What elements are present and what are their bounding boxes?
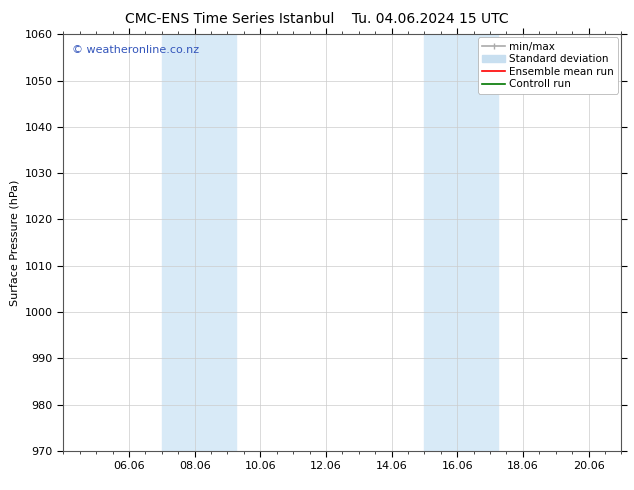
Bar <box>162 34 236 451</box>
Y-axis label: Surface Pressure (hPa): Surface Pressure (hPa) <box>10 179 19 306</box>
Text: © weatheronline.co.nz: © weatheronline.co.nz <box>72 45 199 55</box>
Legend: min/max, Standard deviation, Ensemble mean run, Controll run: min/max, Standard deviation, Ensemble me… <box>478 37 618 94</box>
Text: CMC-ENS Time Series Istanbul    Tu. 04.06.2024 15 UTC: CMC-ENS Time Series Istanbul Tu. 04.06.2… <box>125 12 509 26</box>
Bar <box>424 34 498 451</box>
